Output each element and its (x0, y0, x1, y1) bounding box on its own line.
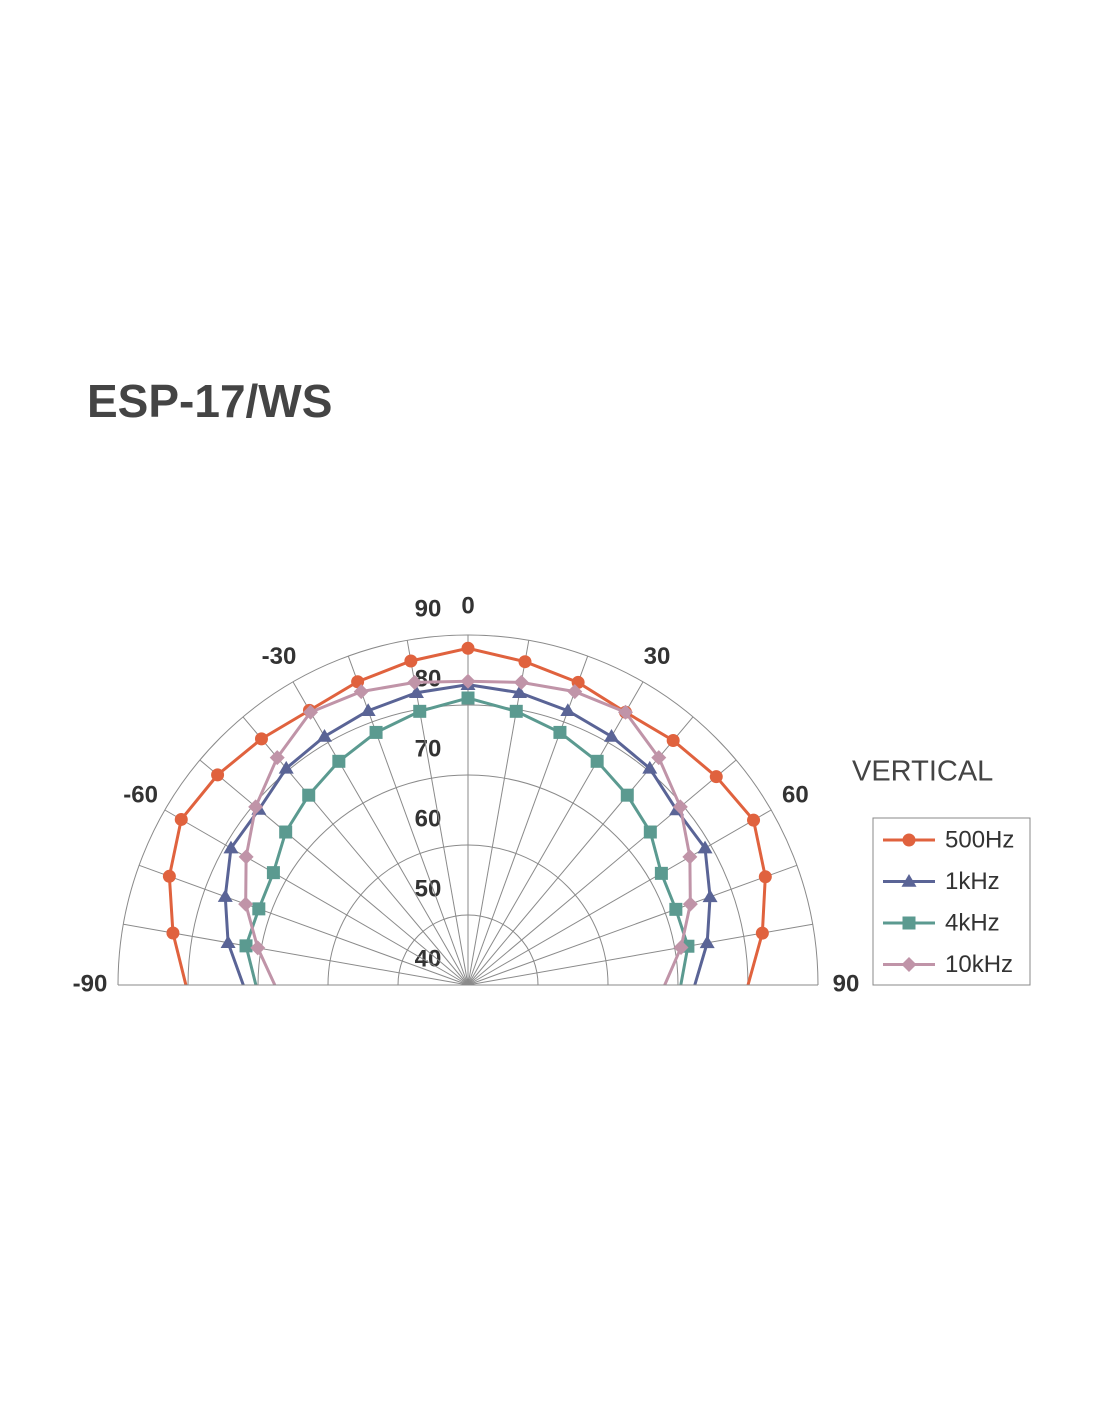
grid-spoke (467, 864, 798, 986)
marker (747, 813, 761, 827)
marker (408, 685, 424, 698)
marker (254, 732, 268, 746)
legend-label: 500Hz (945, 826, 1014, 853)
marker (709, 770, 723, 784)
marker (902, 916, 916, 930)
marker (518, 655, 532, 669)
marker (174, 812, 188, 826)
marker (620, 788, 634, 802)
legend-label: 4kHz (945, 909, 1000, 936)
theta-tick-label: -30 (262, 643, 297, 670)
theta-tick-label: 30 (644, 643, 671, 670)
legend-box (872, 817, 1031, 986)
grid-spoke (467, 809, 772, 986)
marker (654, 866, 668, 880)
marker (460, 673, 476, 689)
marker (604, 728, 619, 742)
marker (223, 840, 239, 854)
legend-label: 1kHz (945, 868, 1000, 895)
chart-title: ESP-17/WS (87, 375, 332, 427)
marker (413, 704, 427, 718)
grid-spoke (292, 681, 469, 986)
marker (682, 849, 698, 865)
marker (651, 750, 667, 766)
marker (666, 733, 680, 747)
grid-spoke (123, 923, 469, 986)
grid-spoke (199, 759, 469, 986)
theta-tick-label: 60 (782, 781, 809, 808)
marker (269, 750, 285, 766)
legend-title: VERTICAL (852, 756, 993, 788)
r-tick-label: 50 (415, 875, 442, 902)
grid-spoke (164, 809, 469, 986)
marker (758, 870, 772, 884)
marker (512, 685, 528, 698)
marker (238, 896, 254, 912)
marker (303, 704, 318, 720)
marker (404, 654, 418, 668)
series (239, 691, 695, 986)
grid-spoke (467, 923, 813, 986)
marker (250, 940, 266, 956)
marker (266, 866, 280, 880)
marker (553, 725, 567, 739)
marker (702, 889, 718, 903)
r-tick-label: 90 (415, 595, 442, 622)
marker (672, 799, 688, 815)
marker (567, 684, 583, 700)
grid-spoke (467, 681, 644, 986)
marker (682, 896, 698, 912)
marker (673, 939, 689, 955)
marker (248, 799, 264, 815)
marker (901, 874, 917, 887)
grid-spoke (467, 759, 737, 986)
marker (317, 728, 332, 742)
marker (278, 760, 294, 774)
marker (239, 939, 253, 953)
marker (353, 684, 369, 700)
marker (162, 869, 176, 883)
marker (302, 788, 316, 802)
marker (642, 760, 658, 774)
marker (407, 674, 423, 690)
marker (699, 935, 715, 949)
marker (211, 768, 225, 782)
r-tick-label: 80 (415, 665, 442, 692)
marker (590, 754, 604, 768)
marker (643, 825, 657, 839)
theta-tick-label: 0 (461, 592, 474, 619)
marker (697, 840, 713, 854)
marker (901, 957, 917, 972)
marker (220, 935, 236, 948)
grid-spoke (138, 864, 469, 986)
theta-tick-label: -60 (123, 781, 158, 808)
marker (217, 889, 233, 902)
marker (560, 703, 576, 716)
marker (902, 833, 916, 847)
marker (166, 926, 180, 940)
marker (669, 902, 683, 916)
theta-tick-label: -90 (73, 970, 108, 997)
marker (618, 704, 633, 720)
marker (461, 641, 475, 655)
marker (369, 725, 383, 739)
marker (252, 902, 266, 916)
legend-label: 10kHz (945, 951, 1013, 978)
series (238, 673, 698, 986)
marker (332, 754, 346, 768)
marker (360, 703, 376, 716)
marker (238, 849, 254, 865)
theta-tick-label: 90 (833, 970, 860, 997)
marker (513, 674, 529, 690)
marker (509, 704, 523, 718)
marker (279, 825, 293, 839)
marker (461, 691, 475, 705)
marker (755, 926, 769, 940)
